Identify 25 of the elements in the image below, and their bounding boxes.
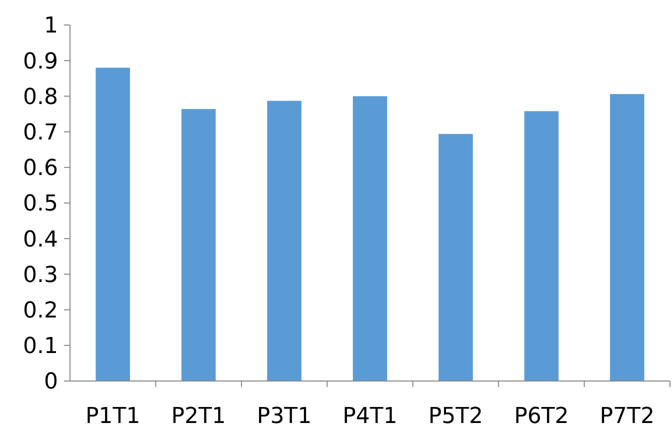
bar (524, 111, 559, 381)
x-tick-label: P5T2 (428, 404, 484, 429)
y-tick-label: 0.8 (23, 84, 58, 110)
y-tick-label: 0.3 (23, 262, 58, 288)
bar (352, 96, 388, 381)
y-tick-label: 0.1 (23, 334, 58, 360)
y-tick-label: 0 (44, 370, 58, 395)
bar (96, 68, 130, 381)
y-tick-label: 0.7 (23, 120, 58, 146)
bar (267, 100, 302, 381)
x-tick-label: P2T1 (171, 404, 226, 429)
y-tick-label: 0.4 (23, 227, 58, 252)
bar (181, 109, 216, 381)
y-tick-label: 0.5 (23, 192, 58, 217)
y-tick-label: 1 (44, 14, 58, 39)
x-tick-label: P4T1 (342, 404, 398, 429)
bar (438, 134, 473, 381)
bar (610, 94, 644, 381)
x-tick-label: P1T1 (86, 404, 140, 429)
y-tick-label: 0.9 (23, 49, 58, 74)
x-tick-label: P7T2 (600, 404, 654, 429)
y-tick-label: 0.6 (23, 156, 58, 182)
y-tick-label: 0.2 (23, 298, 58, 324)
x-tick-label: P3T1 (256, 404, 312, 429)
x-tick-label: P6T2 (514, 404, 569, 429)
